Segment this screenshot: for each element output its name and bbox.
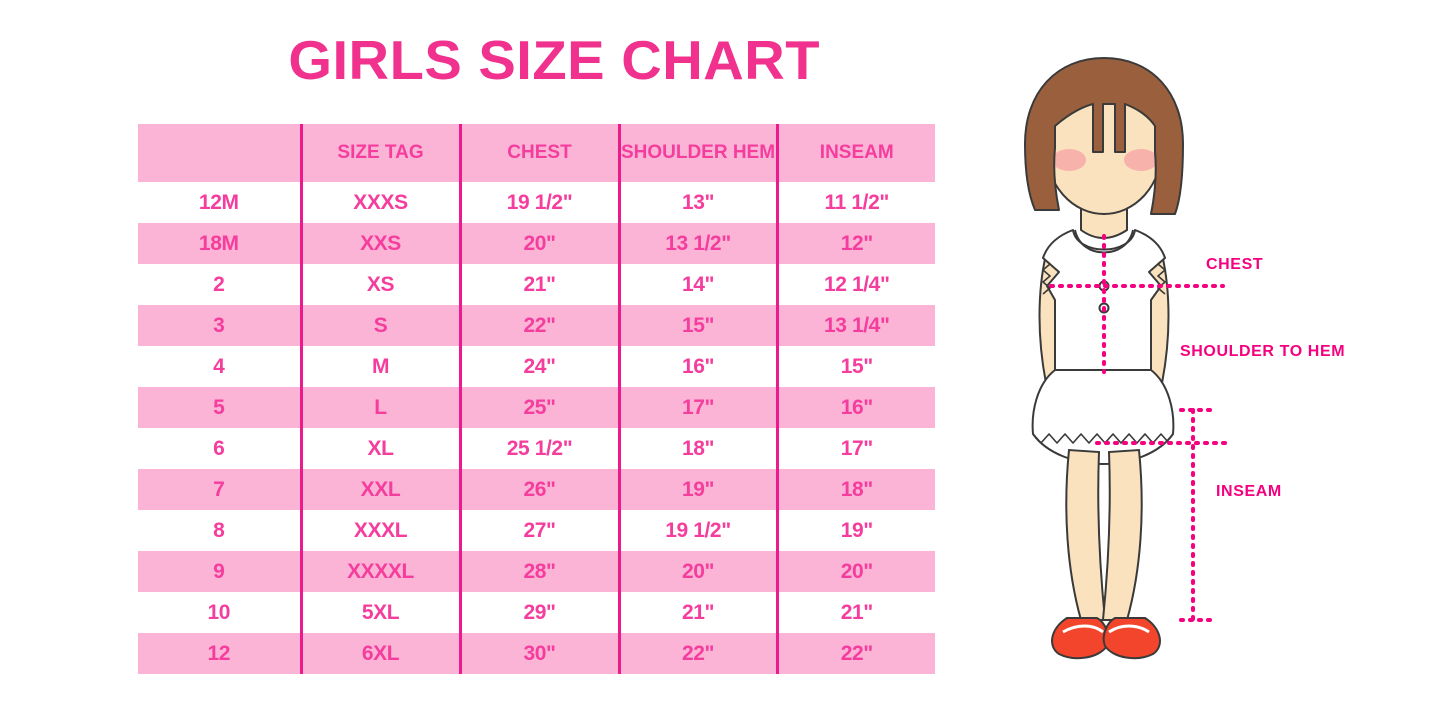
cell-size-tag: XS xyxy=(301,264,462,305)
table-body: 12M XXXS 19 1/2" 13" 11 1/2" 18M XXS 20" 13 1/2"… xyxy=(138,182,935,674)
annotation-shoulder-to-hem: SHOULDER TO HEM xyxy=(1180,343,1346,360)
cell-chest: 28" xyxy=(460,551,621,592)
cell-size-tag: XXXL xyxy=(301,510,462,551)
cell-inseam: 19" xyxy=(777,510,935,551)
size-chart-table: SIZE TAG CHEST SHOULDER HEM INSEAM 12M XX… xyxy=(138,124,935,674)
cell-inseam: 17" xyxy=(777,428,935,469)
table-row: 7 XXL 26" 19" 18" xyxy=(138,469,935,510)
cell-size: 10 xyxy=(138,592,303,633)
cell-shoulder-hem: 19 1/2" xyxy=(619,510,779,551)
table-row: 8 XXXL 27" 19 1/2" 19" xyxy=(138,510,935,551)
cell-shoulder-hem: 17" xyxy=(619,387,779,428)
cell-chest: 27" xyxy=(460,510,621,551)
cell-inseam: 22" xyxy=(777,633,935,674)
cell-inseam: 13 1/4" xyxy=(777,305,935,346)
cell-inseam: 11 1/2" xyxy=(777,182,935,223)
table-row: 3 S 22" 15" 13 1/4" xyxy=(138,305,935,346)
column-header-size-tag: SIZE TAG xyxy=(301,124,462,182)
cell-inseam: 18" xyxy=(777,469,935,510)
cell-inseam: 21" xyxy=(777,592,935,633)
annotation-chest: CHEST xyxy=(1206,256,1264,273)
cell-size-tag: S xyxy=(301,305,462,346)
cell-size-tag: XL xyxy=(301,428,462,469)
figure-group xyxy=(1024,57,1227,660)
cell-size: 18M xyxy=(138,223,303,264)
cell-chest: 24" xyxy=(460,346,621,387)
cell-inseam: 15" xyxy=(777,346,935,387)
cell-shoulder-hem: 20" xyxy=(619,551,779,592)
table-row: 4 M 24" 16" 15" xyxy=(138,346,935,387)
cell-chest: 29" xyxy=(460,592,621,633)
cell-chest: 20" xyxy=(460,223,621,264)
cell-size-tag: L xyxy=(301,387,462,428)
cell-size-tag: 6XL xyxy=(301,633,462,674)
cell-inseam: 16" xyxy=(777,387,935,428)
cell-shoulder-hem: 13 1/2" xyxy=(619,223,779,264)
cell-chest: 19 1/2" xyxy=(460,182,621,223)
cell-size-tag: M xyxy=(301,346,462,387)
cell-size: 3 xyxy=(138,305,303,346)
cell-shoulder-hem: 16" xyxy=(619,346,779,387)
cell-chest: 30" xyxy=(460,633,621,674)
page-title-text: GIRLS SIZE CHART xyxy=(288,29,821,91)
table-header-row: SIZE TAG CHEST SHOULDER HEM INSEAM xyxy=(138,124,935,182)
column-header-size xyxy=(138,124,303,182)
cell-size: 4 xyxy=(138,346,303,387)
table-row: 18M XXS 20" 13 1/2" 12" xyxy=(138,223,935,264)
cell-size-tag: 5XL xyxy=(301,592,462,633)
cell-size: 7 xyxy=(138,469,303,510)
annotation-inseam: INSEAM xyxy=(1216,483,1282,500)
cell-shoulder-hem: 13" xyxy=(619,182,779,223)
table-header: SIZE TAG CHEST SHOULDER HEM INSEAM xyxy=(138,124,935,182)
cell-inseam: 12" xyxy=(777,223,935,264)
cell-size: 5 xyxy=(138,387,303,428)
cell-size: 2 xyxy=(138,264,303,305)
cell-size: 12M xyxy=(138,182,303,223)
column-header-inseam: INSEAM xyxy=(777,124,935,182)
cell-size-tag: XXL xyxy=(301,469,462,510)
cell-inseam: 20" xyxy=(777,551,935,592)
column-header-chest: CHEST xyxy=(460,124,621,182)
cell-shoulder-hem: 14" xyxy=(619,264,779,305)
cell-chest: 25" xyxy=(460,387,621,428)
cell-size-tag: XXXS xyxy=(301,182,462,223)
cell-size-tag: XXS xyxy=(301,223,462,264)
cell-shoulder-hem: 22" xyxy=(619,633,779,674)
column-header-shoulder-hem: SHOULDER HEM xyxy=(619,124,779,182)
page-title: GIRLS SIZE CHART xyxy=(0,28,1445,92)
cell-inseam: 12 1/4" xyxy=(777,264,935,305)
right-shoe xyxy=(1102,617,1161,660)
cell-shoulder-hem: 18" xyxy=(619,428,779,469)
table-row: 9 XXXXL 28" 20" 20" xyxy=(138,551,935,592)
girl-illustration xyxy=(985,40,1245,680)
table-row: 12M XXXS 19 1/2" 13" 11 1/2" xyxy=(138,182,935,223)
cell-size: 8 xyxy=(138,510,303,551)
cell-size: 6 xyxy=(138,428,303,469)
cell-shoulder-hem: 21" xyxy=(619,592,779,633)
table-row: 2 XS 21" 14" 12 1/4" xyxy=(138,264,935,305)
table-row: 12 6XL 30" 22" 22" xyxy=(138,633,935,674)
table-row: 10 5XL 29" 21" 21" xyxy=(138,592,935,633)
cell-size: 9 xyxy=(138,551,303,592)
left-shoe xyxy=(1051,617,1110,660)
cell-chest: 25 1/2" xyxy=(460,428,621,469)
cell-shoulder-hem: 19" xyxy=(619,469,779,510)
inseam-bracket xyxy=(1179,408,1215,622)
cell-shoulder-hem: 15" xyxy=(619,305,779,346)
cell-chest: 22" xyxy=(460,305,621,346)
table-row: 5 L 25" 17" 16" xyxy=(138,387,935,428)
cell-size-tag: XXXXL xyxy=(301,551,462,592)
table-row: 6 XL 25 1/2" 18" 17" xyxy=(138,428,935,469)
cell-chest: 26" xyxy=(460,469,621,510)
cell-size: 12 xyxy=(138,633,303,674)
cell-chest: 21" xyxy=(460,264,621,305)
